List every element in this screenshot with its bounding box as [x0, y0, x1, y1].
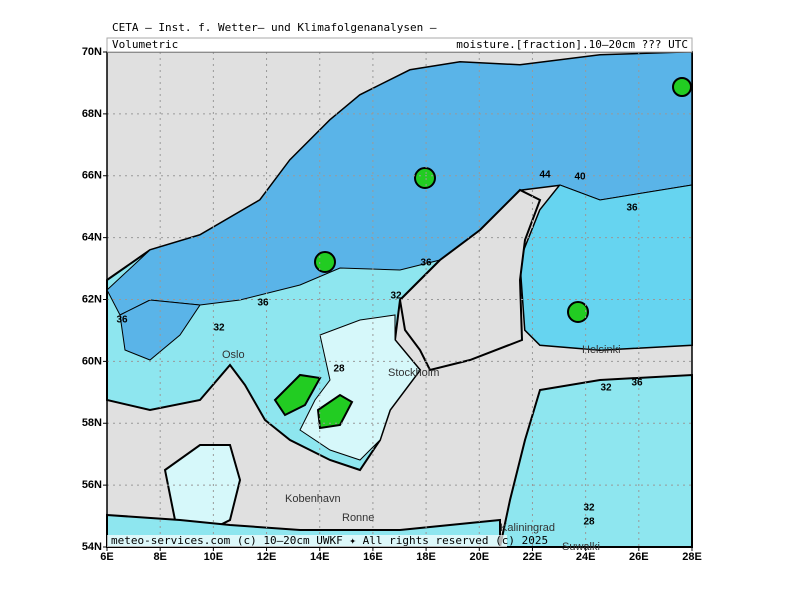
lat-label: 62N	[82, 293, 102, 305]
place-name: Suwalki	[562, 541, 600, 553]
lake-marker	[414, 167, 436, 189]
contour-label: 40	[574, 172, 586, 183]
contour-label: 36	[116, 315, 128, 326]
place-name: Kobenhavn	[285, 493, 341, 505]
contour-label: 36	[626, 203, 638, 214]
lat-label: 58N	[82, 417, 102, 429]
lon-label: 8E	[153, 551, 166, 563]
contour-label: 28	[333, 364, 345, 375]
lat-label: 70N	[82, 46, 102, 58]
lon-label: 18E	[416, 551, 436, 563]
zone-finland	[519, 184, 693, 351]
lon-label: 26E	[629, 551, 649, 563]
contour-label: 28	[583, 517, 595, 528]
contour-label: 32	[390, 291, 402, 302]
lon-label: 6E	[100, 551, 113, 563]
contour-label: 44	[539, 170, 551, 181]
lat-label: 68N	[82, 108, 102, 120]
header-right: moisture.[fraction].10—20cm ??? UTC	[456, 38, 688, 51]
lake-vanern	[273, 373, 322, 417]
lon-label: 22E	[523, 551, 543, 563]
footer-bar	[107, 535, 507, 547]
contour-label: 36	[420, 258, 432, 269]
lon-label: 28E	[682, 551, 702, 563]
header-left: Volumetric	[112, 38, 178, 51]
contour-label: 32	[213, 323, 225, 334]
gulf-of-bothnia	[398, 188, 542, 372]
lake-marker	[672, 77, 692, 97]
lat-label: 64N	[82, 232, 102, 244]
header-bar	[106, 37, 693, 53]
lon-label: 12E	[257, 551, 277, 563]
contour-label: 32	[583, 503, 595, 514]
lat-label: 56N	[82, 479, 102, 491]
lat-label: 60N	[82, 355, 102, 367]
contour-label: 32	[600, 383, 612, 394]
institute: CETA — Inst. f. Wetter— und Klimafolgena…	[112, 21, 437, 34]
place-name: Kaliningrad	[500, 522, 555, 534]
lat-label: 66N	[82, 170, 102, 182]
place-name: Oslo	[222, 349, 245, 361]
lon-label: 16E	[363, 551, 383, 563]
contour-label: 36	[257, 298, 269, 309]
lon-label: 20E	[469, 551, 489, 563]
lake-marker	[314, 251, 336, 273]
lon-label: 14E	[310, 551, 330, 563]
contour-label: 36	[631, 378, 643, 389]
place-name: Stockholm	[388, 367, 439, 379]
lat-label: 54N	[82, 541, 102, 553]
lon-label: 10E	[204, 551, 224, 563]
place-name: Helsinki	[582, 344, 621, 356]
place-name: Ronne	[342, 512, 374, 524]
footer: meteo-services.com (c) 10—20cm UWKF ✦ Al…	[111, 534, 548, 547]
lon-label: 24E	[576, 551, 596, 563]
lake-marker	[567, 301, 589, 323]
